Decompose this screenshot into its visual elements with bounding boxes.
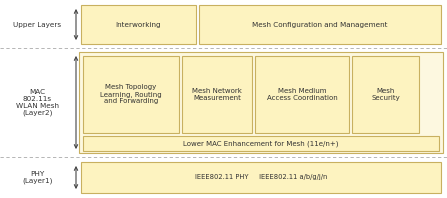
Bar xyxy=(79,52,443,153)
Bar xyxy=(352,56,419,133)
Bar xyxy=(198,5,441,44)
Bar xyxy=(83,56,179,133)
Bar xyxy=(81,162,441,193)
Text: Mesh Configuration and Management: Mesh Configuration and Management xyxy=(252,22,388,28)
Text: Mesh Medium
Access Coordination: Mesh Medium Access Coordination xyxy=(267,88,337,101)
Text: Mesh Network
Measurement: Mesh Network Measurement xyxy=(192,88,242,101)
Bar xyxy=(255,56,349,133)
Text: MAC
802.11s
WLAN Mesh
(Layer2): MAC 802.11s WLAN Mesh (Layer2) xyxy=(16,89,59,116)
Text: IEEE802.11 PHY     IEEE802.11 a/b/g/j/n: IEEE802.11 PHY IEEE802.11 a/b/g/j/n xyxy=(195,174,327,181)
Bar xyxy=(182,56,252,133)
Bar xyxy=(81,5,196,44)
Text: PHY
(Layer1): PHY (Layer1) xyxy=(22,171,53,184)
Text: Interworking: Interworking xyxy=(115,22,161,28)
Text: Lower MAC Enhancement for Mesh (11e/n+): Lower MAC Enhancement for Mesh (11e/n+) xyxy=(183,140,339,147)
Text: Mesh Topology
Learning, Routing
and Forwarding: Mesh Topology Learning, Routing and Forw… xyxy=(100,85,162,105)
Text: Mesh
Security: Mesh Security xyxy=(371,88,400,101)
Bar xyxy=(83,136,439,151)
Text: Upper Layers: Upper Layers xyxy=(13,22,62,28)
